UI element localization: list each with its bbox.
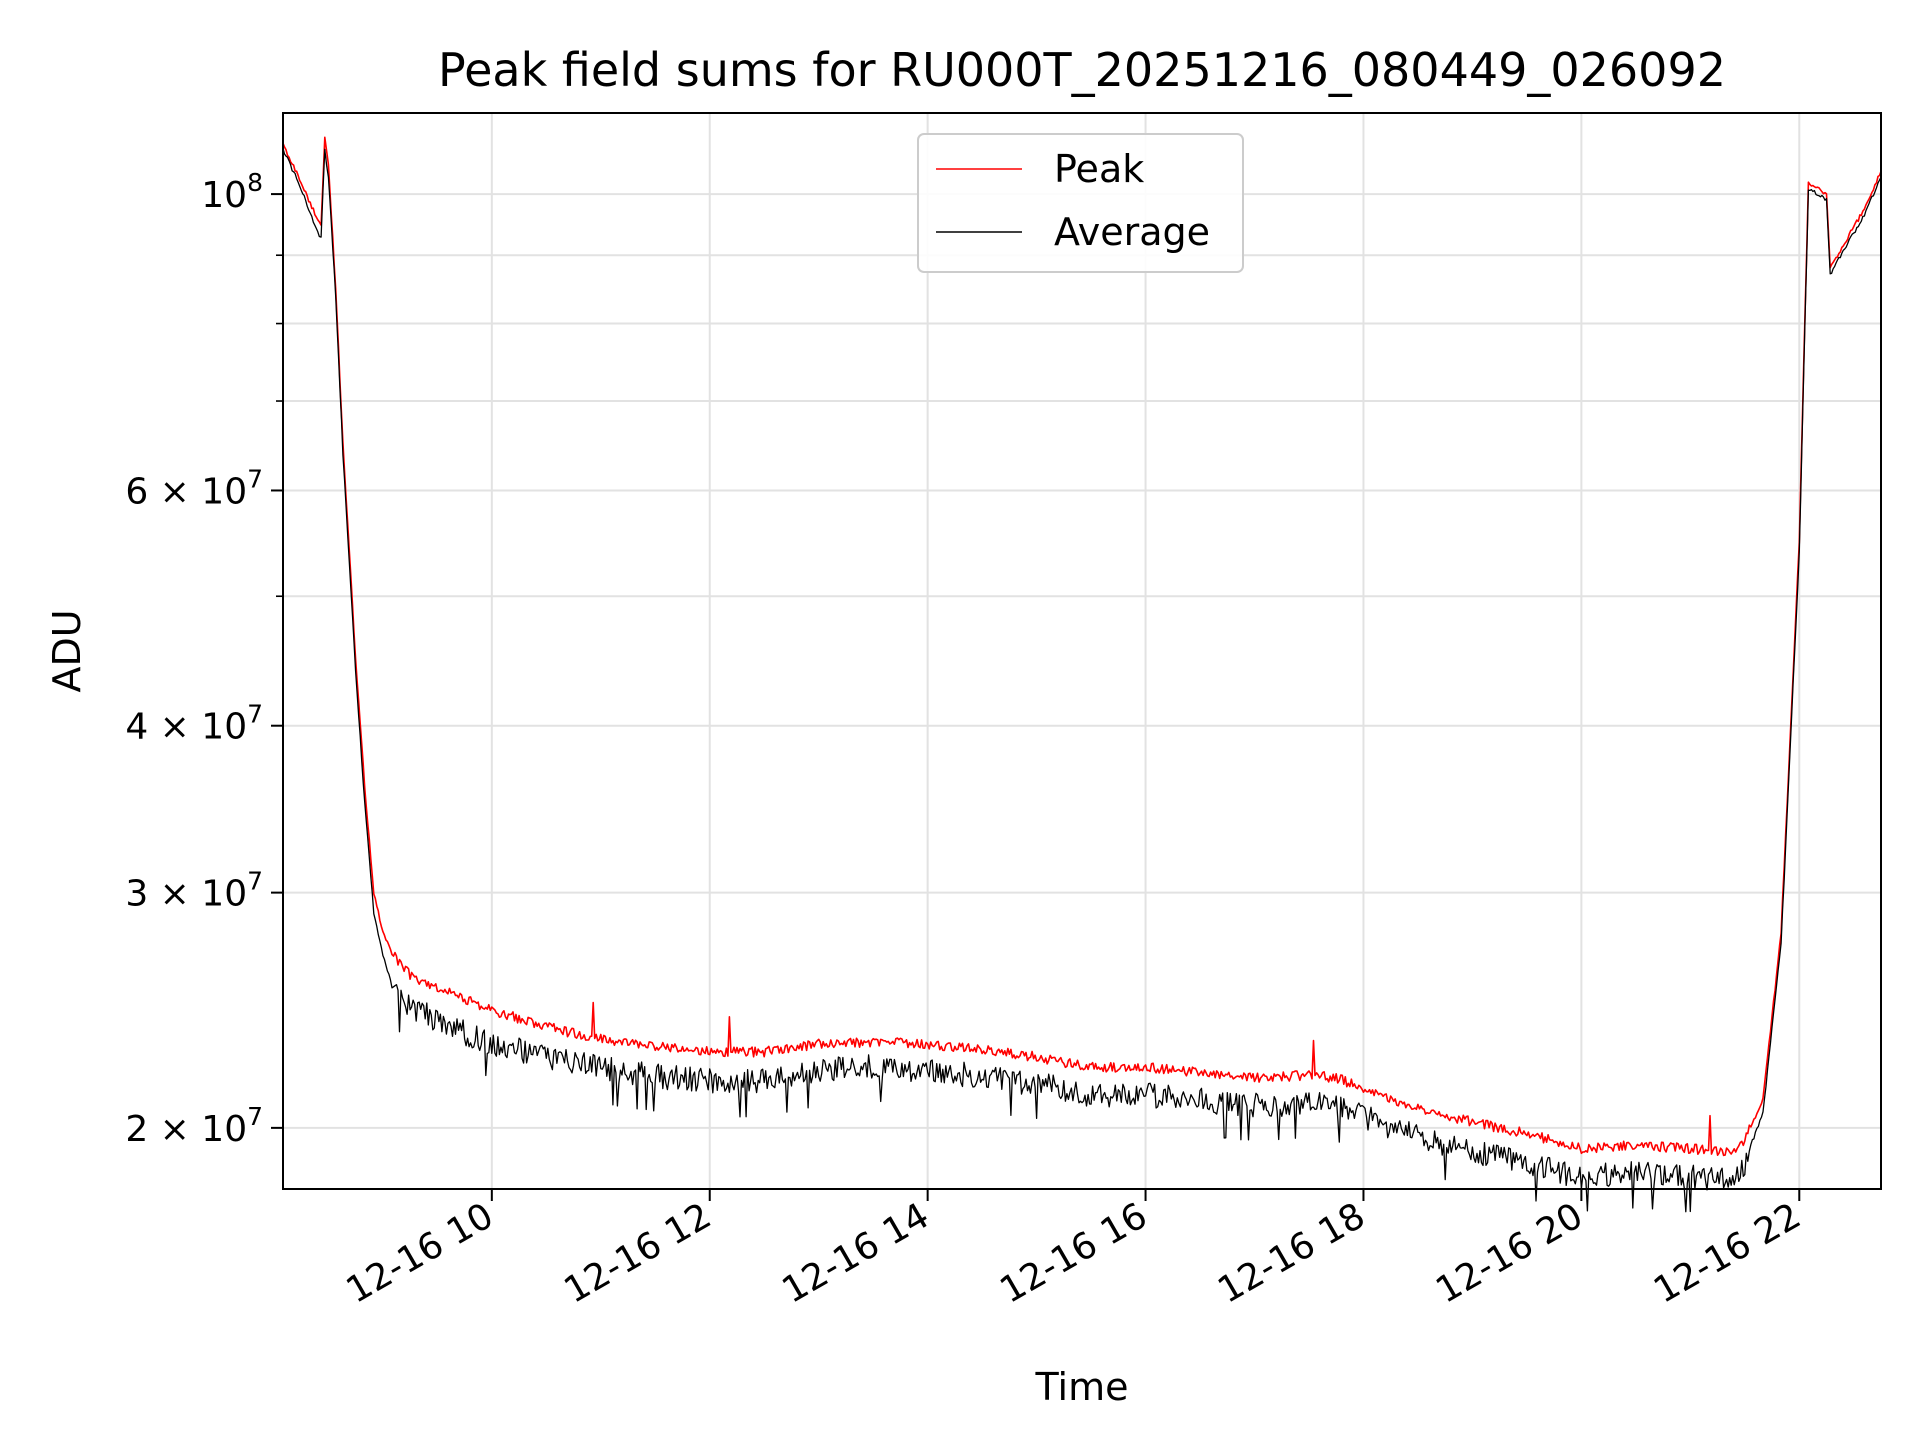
y-tick-label: 108 — [201, 168, 263, 216]
series-line-peak — [282, 136, 1882, 1157]
y-axis: 108 6 × 107 4 × 107 3 × 107 2 × 107 — [125, 168, 283, 1150]
series-lines — [282, 136, 1882, 1213]
chart-title: Peak field sums for RU000T_20251216_0804… — [438, 43, 1726, 97]
y-axis-label: ADU — [45, 609, 89, 692]
y-tick-label: 3 × 107 — [125, 867, 263, 915]
series-line-average — [282, 148, 1882, 1213]
legend-label-average: Average — [1054, 210, 1210, 254]
y-tick-label: 4 × 107 — [125, 700, 263, 748]
grid — [283, 113, 1881, 1189]
legend: Peak Average — [917, 133, 1244, 273]
y-tick-label: 2 × 107 — [125, 1102, 263, 1150]
legend-label-peak: Peak — [1054, 147, 1144, 191]
y-tick-label: 6 × 107 — [125, 464, 263, 512]
x-axis-label: Time — [1035, 1365, 1129, 1409]
plot-frame — [282, 112, 1882, 1190]
